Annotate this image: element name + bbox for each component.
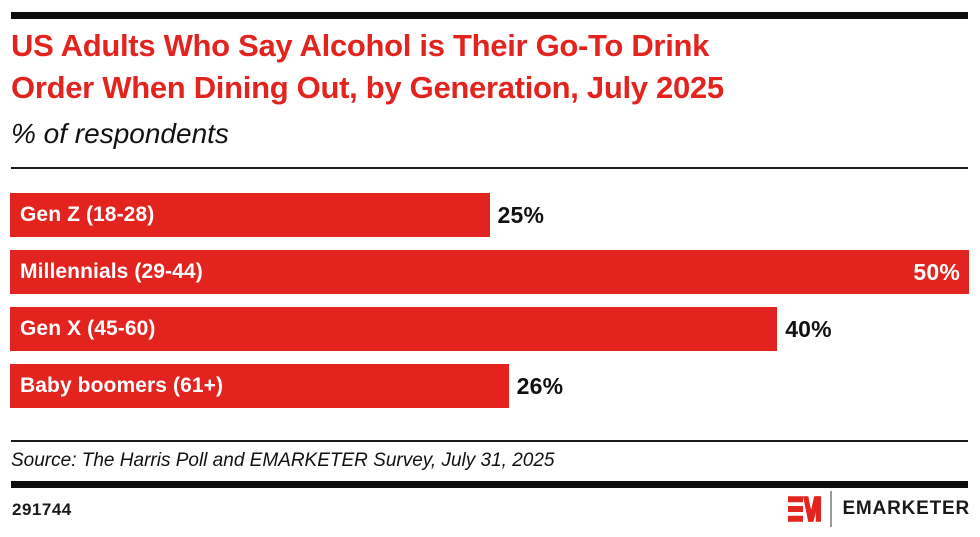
chart-id: 291744	[12, 500, 72, 519]
bar-category-label: Gen Z (18-28)	[20, 203, 155, 226]
bar-value-label: 25%	[497, 201, 545, 228]
bar: Gen X (45-60)	[10, 307, 778, 351]
top-rule	[11, 12, 968, 19]
brand-name: EMARKETER	[842, 498, 970, 519]
emarketer-logo-icon	[788, 496, 822, 522]
bottom-rule	[11, 481, 968, 488]
header-divider	[11, 167, 968, 169]
bar-row: Millennials (29-44) 50%	[10, 250, 969, 294]
bar-value-label: 50%	[913, 258, 960, 285]
bar: Millennials (29-44) 50%	[10, 250, 969, 294]
bar: Gen Z (18-28)	[10, 193, 490, 237]
bar-value-label: 40%	[785, 315, 832, 342]
bar-category-label: Baby boomers (61+)	[20, 374, 224, 397]
bar-category-label: Gen X (45-60)	[20, 317, 156, 340]
chart-subtitle: % of respondents	[11, 118, 229, 149]
brand-lockup: EMARKETER	[788, 490, 970, 528]
bar: Baby boomers (61+)	[10, 364, 509, 408]
bar-row: 25% Gen Z (18-28)	[10, 193, 969, 237]
chart-title-line2: Order When Dining Out, by Generation, Ju…	[11, 70, 724, 105]
source-divider	[11, 440, 968, 442]
bar-row: 40% Gen X (45-60)	[10, 307, 969, 351]
bar-value-label: 26%	[516, 372, 564, 399]
brand-divider	[830, 491, 833, 527]
bar-row: 26% Baby boomers (61+)	[10, 364, 969, 408]
source-note: Source: The Harris Poll and EMARKETER Su…	[11, 450, 555, 471]
chart-title-line1: US Adults Who Say Alcohol is Their Go-To…	[11, 28, 710, 63]
bar-chart: 25% Gen Z (18-28) Millennials (29-44) 50% 40…	[10, 193, 969, 421]
chart-title: US Adults Who Say Alcohol is Their Go-To…	[11, 25, 961, 109]
bar-category-label: Millennials (29-44)	[20, 260, 203, 283]
